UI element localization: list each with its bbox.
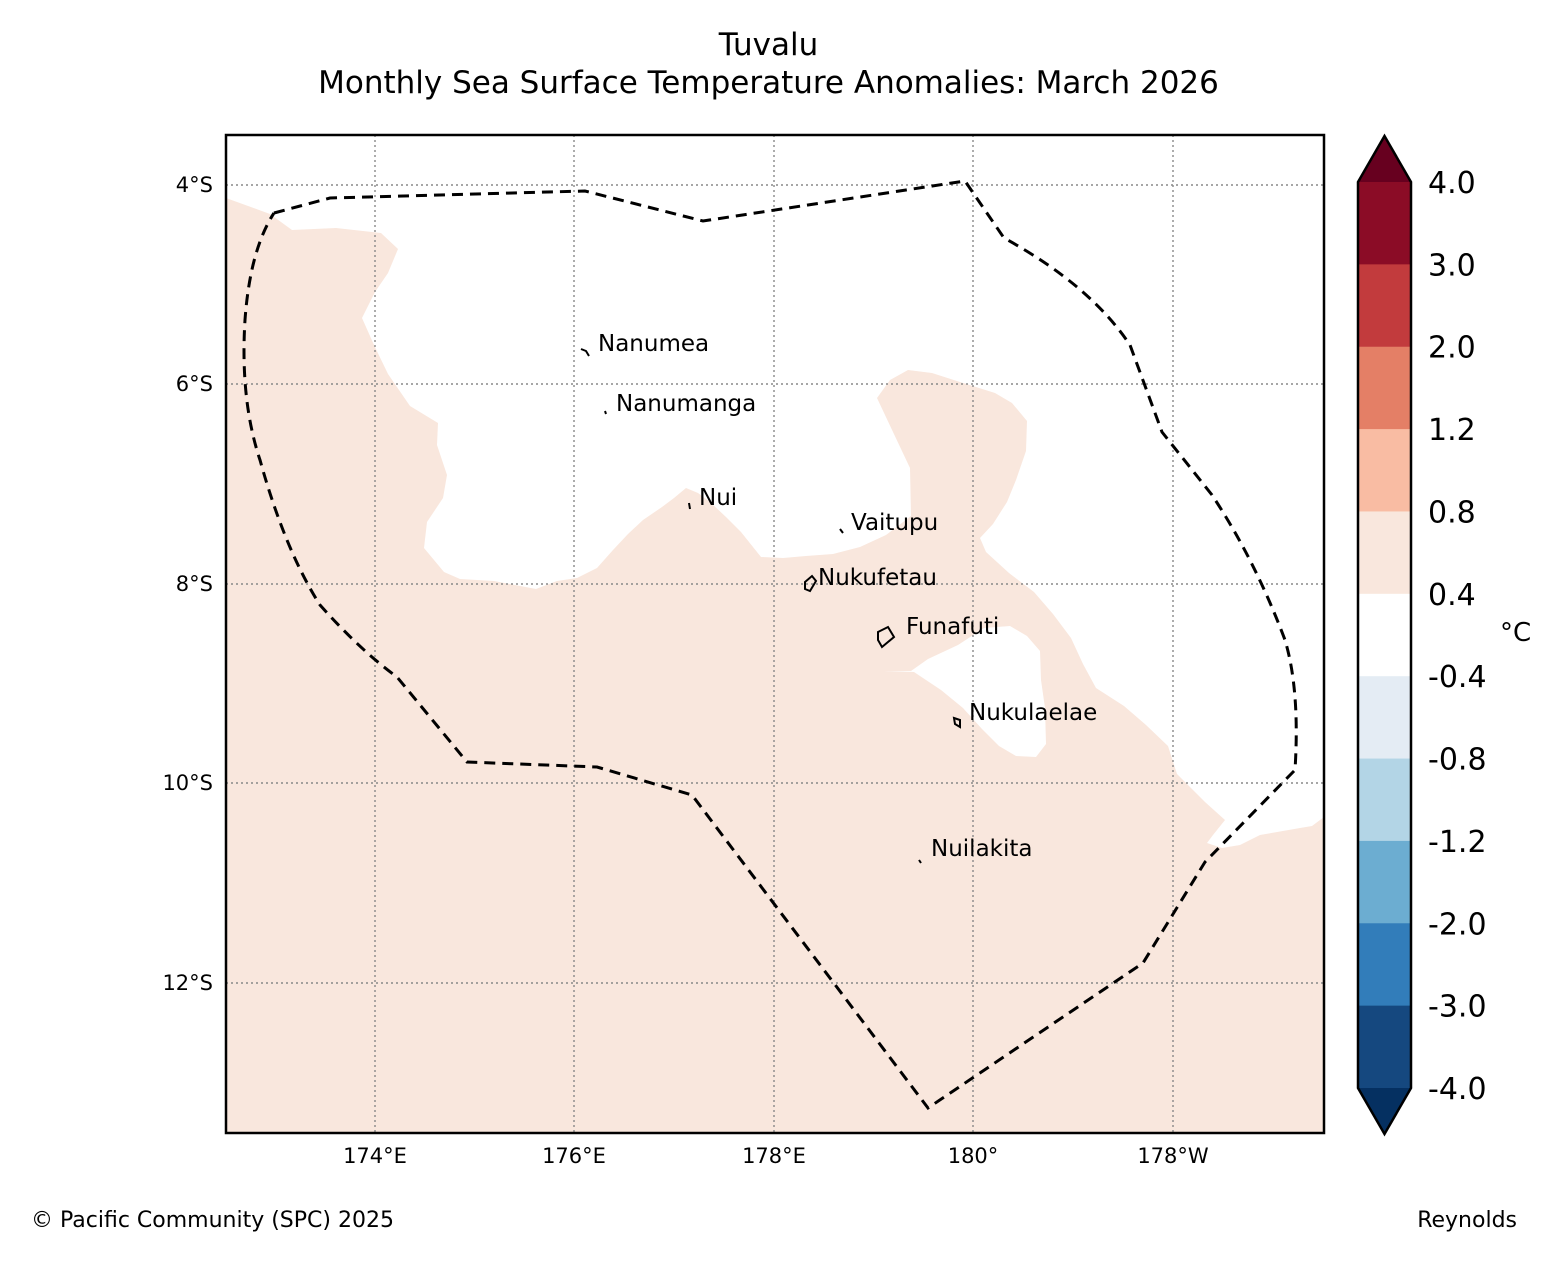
colorbar-unit: °C (1500, 618, 1531, 648)
colorbar-segment (1358, 923, 1411, 1007)
lat-label-12s: 12°S (162, 971, 213, 995)
colorbar-segment (1358, 676, 1411, 760)
island-label-nuilakita: Nuilakita (931, 836, 1032, 862)
colorbar-tick-label: 2.0 (1428, 331, 1476, 366)
colorbar-segment (1358, 429, 1411, 512)
funafuti-island (877, 625, 896, 649)
colorbar-tick-label: 4.0 (1428, 166, 1476, 201)
lat-label-8s: 8°S (176, 572, 213, 596)
colorbar-extend-min (1358, 1088, 1411, 1134)
colorbar-tick-label: -4.0 (1428, 1072, 1487, 1107)
island-label-nanumanga: Nanumanga (616, 391, 756, 417)
colorbar-tick-label: -3.0 (1428, 990, 1487, 1025)
colorbar-tick-label: -1.2 (1428, 825, 1487, 860)
colorbar-tick-label: 0.4 (1428, 578, 1476, 613)
lon-label-174e: 174°E (343, 1144, 407, 1168)
map-frame (224, 133, 1326, 1135)
island-label-funafuti: Funafuti (906, 614, 999, 640)
map-title: Tuvalu (718, 27, 819, 63)
nukufetau-island (804, 574, 818, 593)
colorbar (1356, 133, 1413, 1137)
colorbar-segment (1358, 182, 1411, 265)
sst-anomaly-region (226, 198, 1324, 1133)
island-label-vaitupu: Vaitupu (851, 510, 938, 536)
vaitupu-island (839, 528, 844, 534)
lon-label-180: 180° (948, 1144, 999, 1168)
colorbar-segment (1358, 758, 1411, 842)
colorbar-outline (1356, 133, 1413, 1137)
lon-label-178e: 178°E (742, 1144, 806, 1168)
colorbar-segment (1358, 593, 1411, 677)
graticule (226, 135, 1324, 1133)
lat-label-6s: 6°S (176, 372, 213, 396)
colorbar-segment (1358, 511, 1411, 595)
map-plot-area: Nanumea Nanumanga Nui Vaitupu Nukufetau … (224, 133, 1326, 1135)
colorbar-segment (1358, 840, 1411, 924)
map-subtitle: Monthly Sea Surface Temperature Anomalie… (318, 65, 1219, 101)
nukulaelae-island (952, 716, 961, 729)
colorbar-tick-label: -0.8 (1428, 743, 1487, 778)
nui-island (688, 502, 691, 510)
lon-label-176e: 176°E (542, 1144, 606, 1168)
nanumea-island (580, 348, 590, 357)
colorbar-tick-label: 1.2 (1428, 413, 1476, 448)
colorbar-labels: 4.0 3.0 2.0 1.2 0.8 0.4 -0.4 -0.8 -1.2 -2.0 -3.0 -4… (1428, 166, 1487, 1107)
colorbar-segment (1358, 346, 1411, 430)
island-label-nukulaelae: Nukulaelae (969, 700, 1097, 726)
copyright-notice: © Pacific Community (SPC) 2025 (31, 1208, 394, 1233)
nuilakita-island (918, 859, 922, 864)
colorbar-tick-label: 0.8 (1428, 495, 1476, 530)
island-shapes (580, 348, 961, 864)
island-label-nukufetau: Nukufetau (818, 565, 937, 591)
nanumanga-island (604, 410, 607, 415)
lon-label-178w: 178°W (1137, 1144, 1209, 1168)
lat-label-10s: 10°S (162, 771, 213, 795)
colorbar-segment (1358, 264, 1411, 348)
lat-label-4s: 4°S (176, 173, 213, 197)
data-source: Reynolds (1417, 1208, 1517, 1233)
colorbar-tick-label: -2.0 (1428, 907, 1487, 942)
island-label-nanumea: Nanumea (598, 331, 709, 357)
colorbar-tick-label: -0.4 (1428, 660, 1487, 695)
island-label-nui: Nui (699, 485, 737, 511)
colorbar-tick-label: 3.0 (1428, 248, 1476, 283)
colorbar-segment (1358, 1005, 1411, 1089)
colorbar-extend-max (1358, 136, 1411, 182)
